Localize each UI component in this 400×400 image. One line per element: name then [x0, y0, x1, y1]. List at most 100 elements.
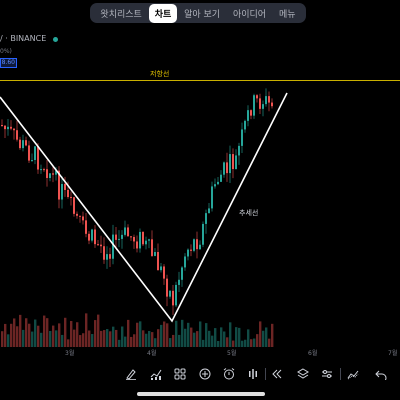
- candle: [202, 223, 204, 245]
- layers-icon[interactable]: [295, 366, 311, 382]
- candle: [160, 266, 162, 271]
- candle: [178, 279, 180, 285]
- candle: [235, 155, 237, 170]
- volume-bar: [58, 323, 61, 347]
- volume-bar: [142, 330, 145, 347]
- candle: [4, 125, 6, 130]
- volume-bar: [40, 332, 43, 347]
- volume-bar: [67, 339, 70, 347]
- candle: [10, 126, 12, 129]
- candle: [265, 96, 267, 105]
- tab-watchlist[interactable]: 왓치리스트: [100, 9, 142, 20]
- templates-icon[interactable]: [172, 366, 188, 382]
- volume-bar: [10, 323, 13, 347]
- settings-sliders-icon[interactable]: [319, 366, 335, 382]
- candle: [121, 234, 123, 239]
- resistance-line[interactable]: [0, 80, 400, 81]
- volume-bar: [55, 330, 58, 347]
- volume-bar: [106, 329, 109, 347]
- volume-bar: [112, 326, 115, 347]
- volume-bar: [265, 327, 268, 347]
- brush-icon[interactable]: [123, 366, 139, 382]
- volume-bar: [7, 334, 10, 347]
- replay-icon[interactable]: [245, 366, 261, 382]
- alert-icon[interactable]: [221, 366, 237, 382]
- candle: [250, 110, 252, 116]
- candle: [193, 239, 195, 251]
- trendlines: [0, 92, 288, 323]
- candle: [106, 254, 108, 260]
- volume-bar: [25, 318, 28, 347]
- volume-bar: [205, 323, 208, 347]
- undo-icon[interactable]: [373, 366, 389, 382]
- volume-bar: [61, 334, 64, 347]
- home-indicator: [137, 392, 265, 396]
- candle: [115, 234, 117, 240]
- volume-bar: [133, 334, 136, 347]
- rewind-icon[interactable]: [269, 366, 285, 382]
- candle: [70, 197, 72, 199]
- candle: [139, 231, 141, 249]
- candle: [190, 249, 192, 251]
- candle: [142, 231, 144, 245]
- volume-bar: [76, 322, 79, 347]
- bottom-toolbar: [0, 362, 400, 388]
- candle: [16, 130, 18, 140]
- volume-bar: [109, 331, 112, 347]
- candle: [34, 146, 36, 161]
- volume-bar: [241, 340, 244, 347]
- candle: [226, 162, 228, 174]
- candle: [67, 189, 69, 198]
- volume-bars: [1, 313, 274, 347]
- candle: [103, 246, 105, 260]
- volume-bar: [190, 327, 193, 347]
- tab-ideas[interactable]: 아이디어: [232, 9, 267, 20]
- volume-bar: [157, 329, 160, 347]
- volume-bar: [13, 318, 16, 347]
- volume-bar: [4, 323, 7, 347]
- volume-bar: [232, 340, 235, 347]
- candle: [157, 252, 159, 271]
- candle: [97, 244, 99, 246]
- candle: [28, 145, 30, 161]
- drawing-icon[interactable]: [345, 366, 361, 382]
- candle: [127, 227, 129, 237]
- candle: [268, 96, 270, 103]
- candle: [220, 174, 222, 182]
- volume-bar: [229, 322, 232, 347]
- volume-bar: [73, 329, 76, 347]
- volume-bar: [28, 323, 31, 347]
- candlestick-chart[interactable]: [0, 85, 400, 347]
- symbol-title[interactable]: / · BINANCE: [0, 34, 47, 43]
- candle: [211, 186, 213, 209]
- volume-bar: [184, 328, 187, 347]
- candle: [82, 216, 84, 221]
- volume-bar: [193, 332, 196, 347]
- volume-bar: [154, 338, 157, 347]
- volume-bar: [253, 338, 256, 347]
- candle: [169, 290, 171, 297]
- candle: [100, 244, 102, 247]
- candle: [271, 102, 273, 107]
- add-icon[interactable]: [197, 366, 213, 382]
- candle: [13, 128, 15, 131]
- volume-bar: [145, 333, 148, 347]
- volume-bar: [271, 323, 274, 347]
- candle: [73, 197, 75, 214]
- candle: [199, 244, 201, 250]
- tab-chart[interactable]: 차트: [148, 3, 178, 23]
- volume-bar: [34, 319, 37, 347]
- candle: [46, 169, 48, 178]
- tab-menu[interactable]: 메뉴: [278, 9, 296, 20]
- indicators-icon[interactable]: [148, 366, 164, 382]
- volume-bar: [250, 339, 253, 347]
- volume-bar: [43, 315, 46, 347]
- time-axis[interactable]: 3월 4월 5월 6월 7월: [0, 348, 400, 360]
- candle: [244, 120, 246, 130]
- tab-explore[interactable]: 알아 보기: [184, 9, 221, 20]
- candle: [64, 184, 66, 190]
- volume-bar: [103, 330, 106, 347]
- candle: [253, 95, 255, 116]
- xtick-june: 6월: [308, 350, 318, 357]
- volume-bar: [37, 325, 40, 347]
